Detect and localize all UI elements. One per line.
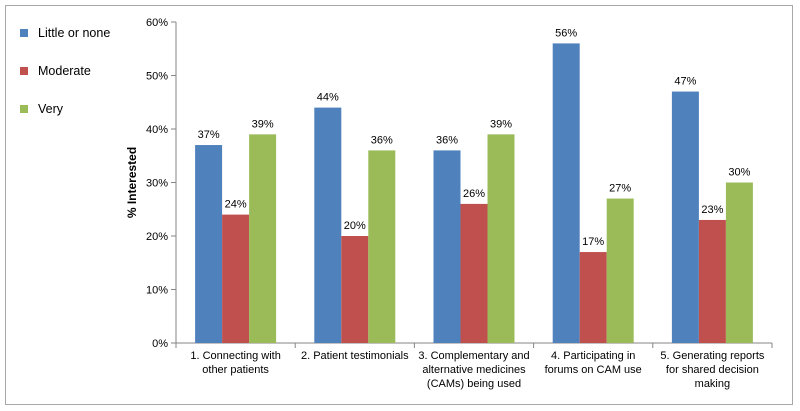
data-label: 27% [609, 183, 631, 195]
y-axis-label: % Interested [125, 147, 139, 218]
bar [460, 203, 488, 343]
legend-label: Little or none [38, 26, 110, 40]
data-label: 26% [463, 188, 485, 200]
y-tick-label: 60% [146, 17, 168, 29]
data-label: 17% [582, 236, 604, 248]
bar [341, 236, 369, 343]
bar [725, 182, 753, 343]
data-label: 23% [701, 204, 723, 216]
data-label: 39% [252, 118, 274, 130]
data-label: 20% [344, 220, 366, 232]
chart-frame [5, 5, 793, 405]
category-label: for shared decision [666, 364, 759, 376]
y-tick-label: 50% [146, 71, 168, 83]
bar [552, 43, 580, 344]
legend-label: Moderate [38, 64, 91, 78]
bar [249, 134, 277, 343]
y-tick-label: 30% [146, 178, 168, 190]
bar [314, 107, 342, 343]
category-label: 2. Patient testimonials [301, 350, 409, 362]
category-label: 1. Connecting with [190, 350, 281, 362]
category-label: 5. Generating reports [660, 350, 764, 362]
data-label: 39% [490, 118, 512, 130]
legend-swatch [20, 67, 28, 75]
y-tick-label: 20% [146, 231, 168, 243]
data-label: 24% [225, 199, 247, 211]
bar [368, 150, 396, 343]
bar [433, 150, 461, 343]
legend-swatch [20, 29, 28, 37]
category-label: (CAMs) being used [427, 378, 521, 390]
bar [195, 145, 223, 343]
category-label: 4. Participating in [551, 350, 635, 362]
y-tick-label: 40% [146, 124, 168, 136]
category-label: making [695, 378, 730, 390]
category-label: other patients [202, 364, 269, 376]
y-tick-label: 0% [152, 338, 168, 350]
data-label: 37% [198, 129, 220, 141]
bar [698, 219, 726, 343]
data-label: 30% [728, 167, 750, 179]
category-label: alternative medicines [422, 364, 526, 376]
bar [671, 91, 699, 343]
legend-label: Very [38, 102, 64, 116]
data-label: 47% [674, 76, 696, 88]
data-label: 56% [555, 27, 577, 39]
legend-swatch [20, 105, 28, 113]
category-label: forums on CAM use [545, 364, 642, 376]
data-label: 36% [371, 134, 393, 146]
data-label: 44% [317, 92, 339, 104]
bar [222, 214, 250, 343]
category-label: 3. Complementary and [418, 350, 529, 362]
bar [487, 134, 515, 343]
y-tick-label: 10% [146, 285, 168, 297]
bar [606, 198, 634, 343]
data-label: 36% [436, 134, 458, 146]
bar [579, 252, 607, 343]
